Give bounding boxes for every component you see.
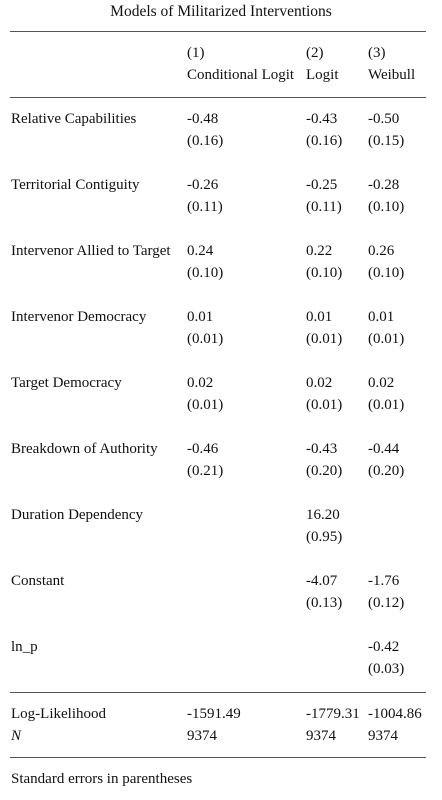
header-rule [10, 97, 426, 98]
row-label: Duration Dependency [11, 507, 144, 523]
row-label: Constant [11, 573, 65, 589]
table-caption: Models of Militarized Interventions [110, 3, 332, 20]
footnote: Standard errors in parentheses [11, 771, 193, 787]
coef-cell: 0.02 [306, 375, 333, 391]
se-cell: (0.11) [187, 199, 223, 215]
top-rule [10, 31, 426, 32]
coef-cell: -0.25 [306, 177, 338, 193]
coef-cell: -0.44 [368, 441, 400, 457]
header-col1-name: Conditional Logit [187, 67, 295, 83]
se-cell: (0.16) [187, 133, 224, 149]
se-cell: (0.10) [368, 265, 405, 281]
se-cell: (0.01) [368, 397, 405, 413]
se-cell: (0.10) [187, 265, 224, 281]
coef-cell: -4.07 [306, 573, 338, 589]
row-label: ln_p [11, 639, 38, 655]
stat-value: -1004.86 [368, 706, 422, 722]
stat-value: 9374 [368, 728, 398, 744]
coef-cell: 0.01 [368, 309, 395, 325]
header-col2-number: (2) [306, 45, 324, 61]
se-cell: (0.01) [368, 331, 405, 347]
row-label: Relative Capabilities [11, 111, 137, 127]
header-col2-name: Logit [306, 67, 339, 83]
stat-value: -1779.31 [306, 706, 360, 722]
header-col3-number: (3) [368, 45, 386, 61]
se-cell: (0.01) [187, 397, 224, 413]
coef-cell: -0.50 [368, 111, 400, 127]
se-cell: (0.20) [368, 463, 405, 479]
se-cell: (0.13) [306, 595, 343, 611]
se-cell: (0.11) [306, 199, 342, 215]
se-cell: (0.21) [187, 463, 224, 479]
header-col3-name: Weibull [368, 67, 416, 83]
se-cell: (0.16) [306, 133, 343, 149]
stat-value: 9374 [306, 728, 336, 744]
row-label: Breakdown of Authority [11, 441, 158, 457]
se-cell: (0.20) [306, 463, 343, 479]
coef-cell: 0.01 [187, 309, 214, 325]
se-cell: (0.01) [187, 331, 224, 347]
stat-value: -1591.49 [187, 706, 241, 722]
coef-cell: 0.24 [187, 243, 214, 259]
se-cell: (0.10) [368, 199, 405, 215]
coef-cell: 0.26 [368, 243, 395, 259]
se-cell: (0.12) [368, 595, 405, 611]
stat-value: 9374 [187, 728, 217, 744]
coef-cell: -0.46 [187, 441, 219, 457]
coef-cell: -0.28 [368, 177, 400, 193]
coef-cell: -0.43 [306, 111, 338, 127]
coef-cell: 0.22 [306, 243, 333, 259]
coef-cell: 16.20 [306, 507, 340, 523]
row-label: Target Democracy [11, 375, 122, 391]
coef-cell: -0.42 [368, 639, 400, 655]
header-col1-number: (1) [187, 45, 205, 61]
bottom-rule [10, 757, 426, 758]
se-cell: (0.01) [306, 331, 343, 347]
coef-cell: -0.26 [187, 177, 219, 193]
se-cell: (0.01) [306, 397, 343, 413]
stat-label: Log-Likelihood [11, 706, 106, 722]
row-label: Intervenor Democracy [11, 309, 147, 325]
coef-cell: 0.02 [187, 375, 214, 391]
se-cell: (0.95) [306, 529, 343, 545]
se-cell: (0.10) [306, 265, 343, 281]
stats-rule [10, 692, 426, 693]
row-label: Territorial Contiguity [11, 177, 140, 193]
coef-cell: -1.76 [368, 573, 400, 589]
stat-label: N [11, 728, 22, 744]
coef-cell: 0.02 [368, 375, 395, 391]
se-cell: (0.15) [368, 133, 405, 149]
coef-cell: -0.48 [187, 111, 219, 127]
se-cell: (0.03) [368, 661, 405, 677]
coef-cell: 0.01 [306, 309, 333, 325]
coef-cell: -0.43 [306, 441, 338, 457]
row-label: Intervenor Allied to Target [11, 243, 171, 259]
